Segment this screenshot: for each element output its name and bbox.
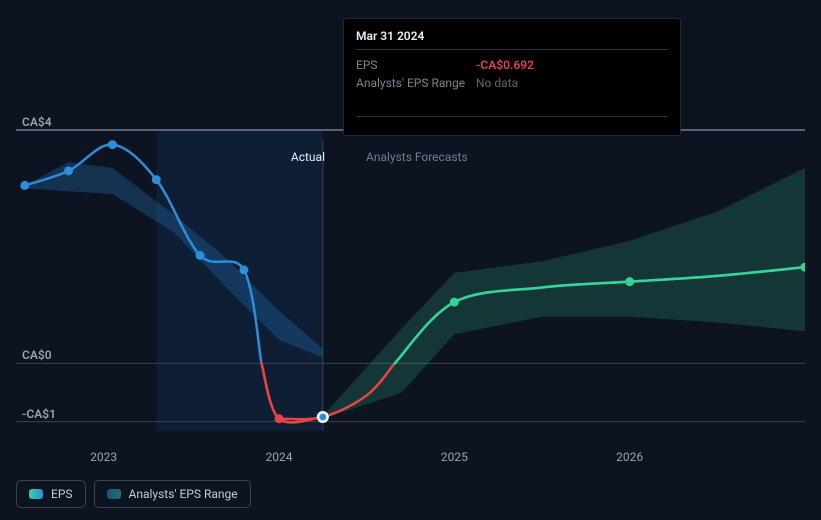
tooltip-key: EPS [356, 58, 476, 72]
tooltip-divider [356, 116, 668, 117]
x-axis-label: 2026 [616, 450, 643, 464]
tooltip-key: Analysts' EPS Range [356, 76, 476, 90]
legend-swatch [107, 489, 121, 499]
legend-bar: EPS Analysts' EPS Range [16, 480, 251, 508]
legend-range[interactable]: Analysts' EPS Range [94, 480, 251, 508]
legend-eps[interactable]: EPS [16, 480, 86, 508]
x-axis-label: 2023 [90, 450, 117, 464]
legend-swatch [29, 489, 43, 499]
x-axis-label: 2024 [266, 450, 293, 464]
legend-label: EPS [51, 487, 73, 501]
tooltip-value: No data [476, 76, 518, 90]
region-label-actual: Actual [291, 150, 325, 164]
tooltip-row: EPS-CA$0.692 [356, 56, 668, 74]
legend-label: Analysts' EPS Range [129, 487, 238, 501]
tooltip-box: Mar 31 2024 EPS-CA$0.692Analysts' EPS Ra… [343, 18, 681, 136]
y-axis-label: CA$4 [22, 115, 52, 129]
tooltip-date: Mar 31 2024 [356, 29, 668, 50]
tooltip-row: Analysts' EPS RangeNo data [356, 74, 668, 92]
y-axis-label: CA$0 [22, 348, 52, 362]
tooltip-value: -CA$0.692 [476, 58, 534, 72]
region-label-forecast: Analysts Forecasts [366, 150, 468, 164]
y-axis-label: -CA$1 [22, 407, 56, 421]
x-axis-label: 2025 [441, 450, 468, 464]
